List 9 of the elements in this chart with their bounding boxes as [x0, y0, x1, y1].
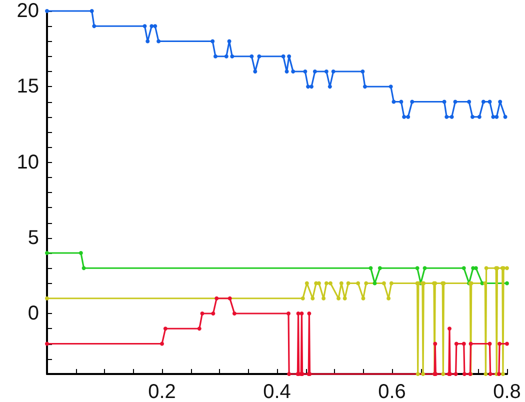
- x-tick-label: 0.4: [263, 381, 291, 402]
- x-tick-label: 0.8: [493, 381, 521, 402]
- y-tick-label: 20: [16, 0, 39, 22]
- y-tick-label: 15: [16, 76, 39, 98]
- x-tick-label: 0.6: [378, 381, 406, 402]
- y-tick-label: 5: [28, 226, 39, 249]
- x-tick-label: 0.2: [148, 381, 176, 402]
- y-tick-label: 0: [28, 302, 39, 324]
- y-tick-label: 10: [16, 151, 39, 174]
